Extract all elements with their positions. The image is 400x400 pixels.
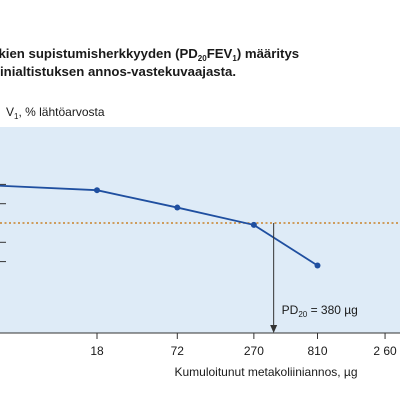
pd20-arrow-head [270, 325, 278, 333]
title-line-1: utkien supistumisherkkyyden (PD20FEV1) m… [0, 46, 300, 63]
chart-title: utkien supistumisherkkyyden (PD20FEV1) m… [0, 45, 400, 81]
pd20-annotation: PD20 = 380 µg [282, 303, 358, 319]
x-tick-label: 810 [307, 344, 327, 358]
x-tick-label: 2 60 [373, 344, 397, 358]
x-tick-label: 18 [90, 344, 104, 358]
data-point [250, 221, 257, 228]
x-ticks: 18 72 270 810 2 60 [90, 333, 397, 358]
y-axis-label: V1, % lähtöarvosta [6, 105, 105, 121]
title-line-2: inialtistuksen annos-vastekuvaajasta. [0, 64, 237, 79]
plot-area [0, 127, 400, 333]
data-point [314, 262, 321, 269]
data-points [94, 187, 321, 269]
x-axis-label: Kumuloitunut metakoliiniannos, µg [174, 365, 357, 379]
x-tick-label: 72 [171, 344, 185, 358]
data-point [174, 204, 181, 211]
data-point [94, 187, 100, 194]
x-tick-label: 270 [244, 344, 264, 358]
grid-lines [0, 183, 6, 263]
pd20-marker: PD20 = 380 µg [270, 223, 358, 333]
